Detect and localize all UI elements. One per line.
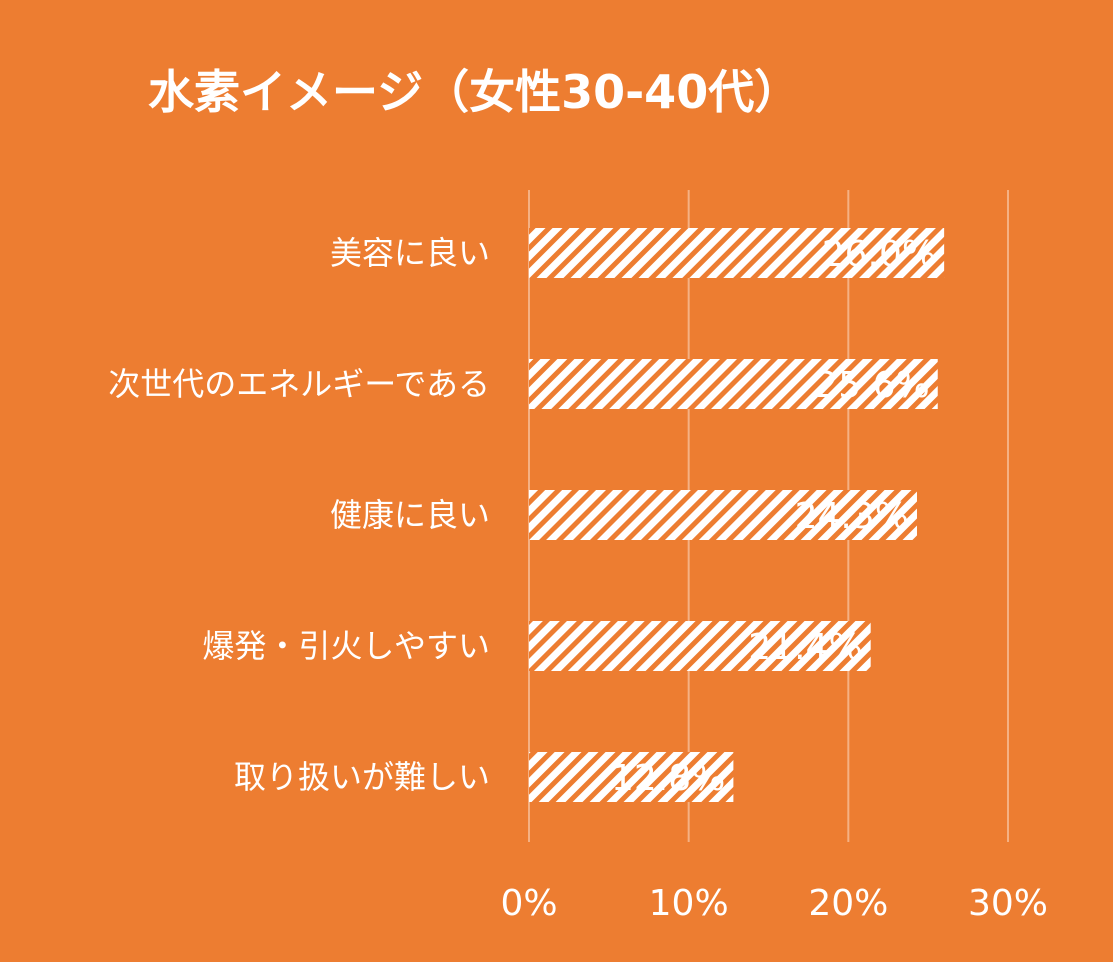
bar-2 <box>529 490 917 540</box>
category-label-0: 美容に良い <box>330 234 490 272</box>
data-label-0: 26.0% <box>822 234 936 275</box>
category-label-2: 健康に良い <box>330 496 490 534</box>
tick-label-0: 0% <box>500 883 557 924</box>
category-label-3: 爆発・引火しやすい <box>202 627 490 665</box>
category-label-1: 次世代のエネルギーである <box>108 365 490 403</box>
bars: 26.0% 25.6% 24.3% 21.4% 12.8% <box>529 228 945 802</box>
category-label-4: 取り扱いが難しい <box>234 758 490 796</box>
data-label-2: 24.3% <box>795 496 909 537</box>
data-label-1: 25.6% <box>815 365 929 406</box>
bar-4 <box>529 752 734 802</box>
data-label-3: 21.4% <box>748 627 862 668</box>
tick-label-1: 10% <box>649 883 729 924</box>
bar-0 <box>529 228 945 278</box>
bar-1 <box>529 359 938 409</box>
chart-title: 水素イメージ（女性30-40代） <box>148 65 800 119</box>
x-axis-ticks: 0% 10% 20% 30% <box>500 883 1048 924</box>
tick-label-3: 30% <box>968 883 1048 924</box>
data-label-4: 12.8% <box>611 758 725 799</box>
bar-3 <box>529 621 871 671</box>
tick-label-2: 20% <box>808 883 888 924</box>
